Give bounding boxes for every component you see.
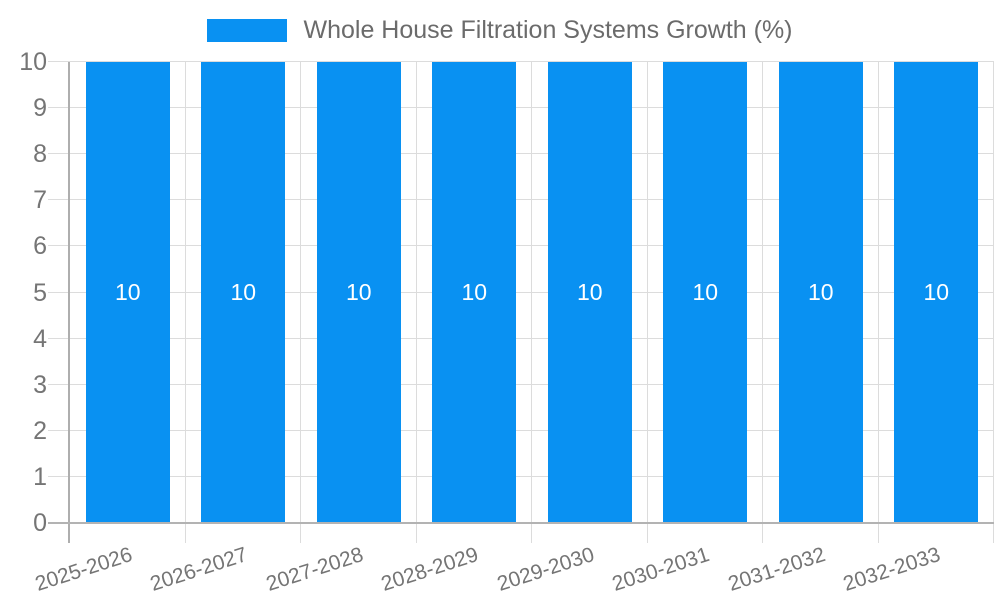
bar-value-label: 10 <box>230 279 257 305</box>
y-axis-line <box>68 62 70 543</box>
gridline-horizontal <box>48 61 994 62</box>
bar-value-label: 10 <box>345 279 372 305</box>
y-tick-label: 1 <box>33 462 47 491</box>
bar-2026-2027: 10 <box>201 62 286 523</box>
y-tick-label: 10 <box>19 48 47 76</box>
legend-item[interactable]: Whole House Filtration Systems Growth (%… <box>0 16 1000 45</box>
bar-2027-2028: 10 <box>316 62 401 523</box>
bar-value-label: 10 <box>923 279 950 305</box>
bar-value-label: 10 <box>692 279 719 305</box>
gridline-horizontal <box>48 337 994 339</box>
gridline-horizontal <box>48 107 994 109</box>
bar-2025-2026: 10 <box>85 62 170 523</box>
y-tick-label: 7 <box>33 186 47 215</box>
x-axis-line <box>48 522 994 524</box>
gridline-horizontal <box>48 153 994 155</box>
bar-value-label: 10 <box>807 279 834 305</box>
gridline-vertical <box>531 62 532 543</box>
y-tick-label: 0 <box>33 509 47 537</box>
bar-value-label: 10 <box>114 279 141 305</box>
y-tick-label: 6 <box>33 232 47 261</box>
gridline-horizontal <box>48 383 994 385</box>
gridline-horizontal <box>48 429 994 431</box>
y-tick-label: 9 <box>33 94 47 123</box>
y-tick-label: 2 <box>33 416 47 445</box>
legend-color-swatch <box>207 19 288 42</box>
gridline-vertical <box>762 62 763 543</box>
bar-2030-2031: 10 <box>663 62 748 523</box>
gridline-vertical <box>300 62 301 543</box>
gridline-horizontal <box>48 291 994 293</box>
gridline-horizontal <box>48 199 994 201</box>
y-tick-label: 5 <box>33 278 47 307</box>
gridline-horizontal <box>48 245 994 247</box>
bar-2029-2030: 10 <box>547 62 632 523</box>
y-tick-label: 8 <box>33 140 47 169</box>
bar-value-label: 10 <box>461 279 488 305</box>
legend-label: Whole House Filtration Systems Growth (%… <box>303 16 793 44</box>
gridline-vertical <box>877 62 879 543</box>
y-tick-label: 4 <box>33 324 47 353</box>
gridline-vertical <box>646 62 648 543</box>
bar-2028-2029: 10 <box>432 62 517 523</box>
gridline-vertical <box>184 62 186 543</box>
bar-value-label: 10 <box>576 279 603 305</box>
y-tick-label: 3 <box>33 370 47 399</box>
gridline-vertical <box>993 62 994 543</box>
bar-2031-2032: 10 <box>778 62 863 523</box>
bar-2032-2033: 10 <box>894 62 979 523</box>
gridline-horizontal <box>48 475 994 477</box>
gridline-vertical <box>415 62 417 543</box>
